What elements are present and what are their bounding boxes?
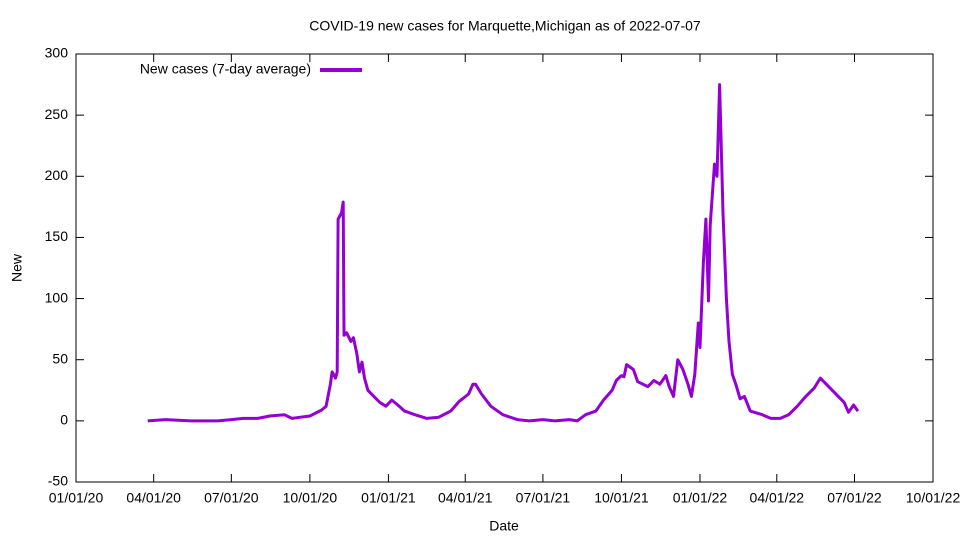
x-tick-label: 07/01/20 (204, 490, 259, 506)
x-tick-label: 10/01/22 (906, 490, 960, 506)
x-tick-label: 04/01/20 (126, 490, 181, 506)
y-tick-label: 100 (45, 289, 69, 305)
y-axis-label: New (9, 253, 25, 282)
y-tick-label: 150 (45, 228, 69, 244)
y-tick-label: 200 (45, 167, 69, 183)
y-tick-label: 0 (60, 412, 68, 428)
x-tick-label: 01/01/20 (49, 490, 104, 506)
x-axis-label: Date (489, 518, 519, 534)
x-tick-label: 07/01/21 (516, 490, 571, 506)
data-line (147, 83, 860, 423)
x-tick-label: 04/01/21 (438, 490, 493, 506)
x-tick-label: 01/01/21 (361, 490, 416, 506)
x-tick-label: 04/01/22 (750, 490, 805, 506)
y-tick-label: 300 (45, 45, 69, 61)
legend-label: New cases (7-day average) (140, 61, 311, 77)
x-tick-label: 10/01/20 (283, 490, 338, 506)
x-tick-label: 07/01/22 (827, 490, 882, 506)
plot-frame (75, 53, 934, 483)
y-tick-label: 250 (45, 106, 69, 122)
chart-title: COVID-19 new cases for Marquette,Michiga… (309, 18, 701, 34)
x-tick-label: 10/01/21 (594, 490, 649, 506)
y-tick-label: 50 (52, 350, 68, 366)
x-tick-label: 01/01/22 (673, 490, 728, 506)
y-tick-label: -50 (48, 473, 68, 489)
